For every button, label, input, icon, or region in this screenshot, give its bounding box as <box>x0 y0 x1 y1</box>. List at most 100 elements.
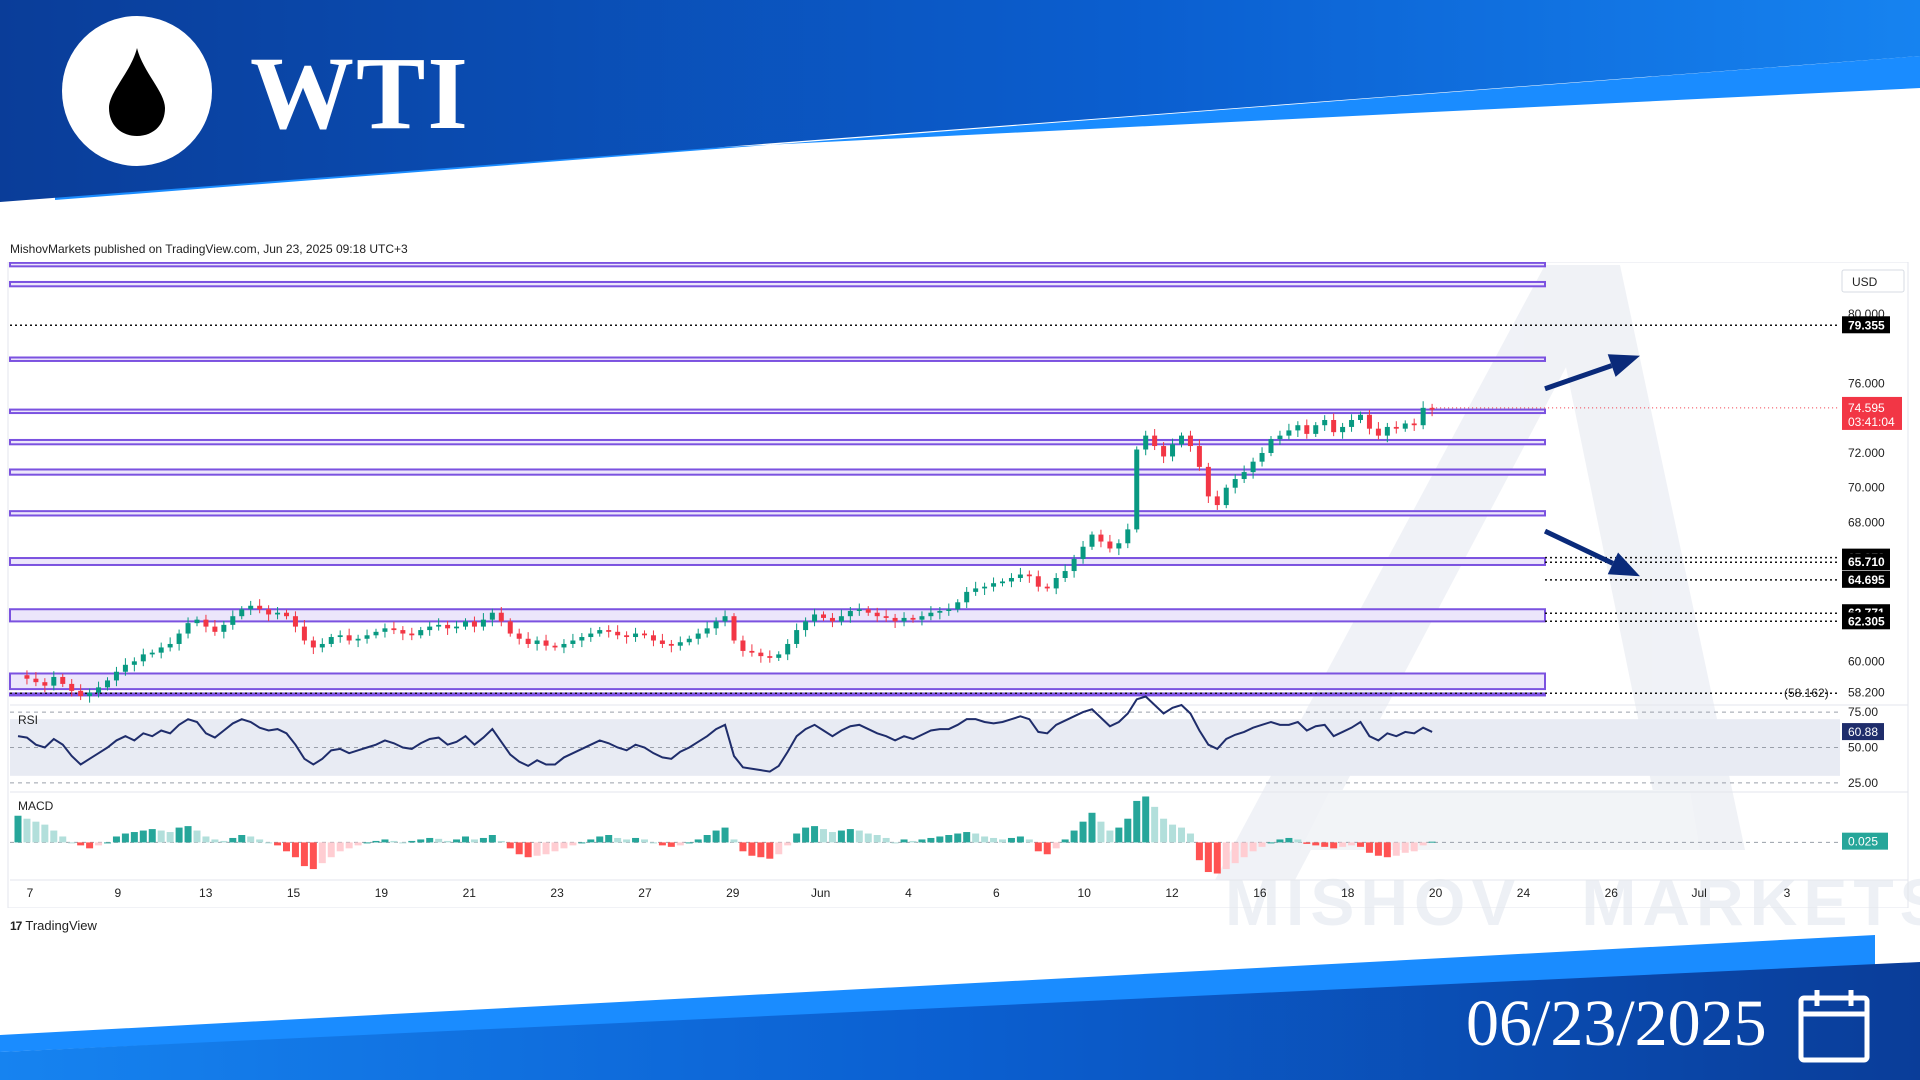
candle <box>785 643 791 655</box>
candle <box>1134 449 1140 530</box>
candle <box>1187 435 1193 447</box>
candle <box>847 610 853 617</box>
macd-bar <box>873 835 881 843</box>
macd-bar <box>641 839 648 843</box>
candle <box>60 676 66 684</box>
candle <box>319 643 325 648</box>
macd-bar <box>363 842 371 844</box>
candle <box>176 633 182 644</box>
candle <box>1304 425 1310 434</box>
candle <box>1286 430 1292 436</box>
candle <box>543 640 549 646</box>
candle <box>42 682 48 686</box>
candle <box>1313 425 1319 434</box>
macd-current-box <box>1842 832 1888 850</box>
time-tick-label: 18 <box>1341 886 1355 900</box>
macd-bar <box>238 835 246 843</box>
candle <box>874 612 880 617</box>
macd-bar <box>569 842 577 846</box>
candle <box>659 640 665 644</box>
time-tick-label: Jun <box>811 886 830 900</box>
zone-2 <box>9 356 1546 362</box>
candle <box>919 616 925 620</box>
time-tick-label: 20 <box>1429 886 1443 900</box>
candle <box>910 617 916 620</box>
macd-bar <box>1357 842 1364 847</box>
zone-0 <box>9 262 1546 268</box>
candle <box>1026 574 1032 577</box>
candle <box>328 637 334 644</box>
macd-bar <box>112 836 120 843</box>
time-tick-label: 23 <box>550 886 564 900</box>
price-chart[interactable]: USD80.00076.00072.00070.00068.00060.0005… <box>0 262 1910 908</box>
candle <box>427 626 433 631</box>
macd-bar <box>793 833 801 843</box>
macd-bar <box>605 835 613 843</box>
candle <box>624 635 630 638</box>
zone-6 <box>9 510 1546 517</box>
candle <box>113 671 119 681</box>
time-tick-label: 6 <box>993 886 1000 900</box>
candle <box>615 631 621 636</box>
candle <box>1125 529 1131 544</box>
candle <box>471 621 477 627</box>
macd-bar <box>748 842 756 856</box>
footer-date: 06/23/2025 <box>1466 987 1767 1060</box>
macd-bar <box>766 842 774 859</box>
candle <box>239 609 245 617</box>
candle <box>391 628 397 631</box>
published-line: MishovMarkets published on TradingView.c… <box>10 242 408 256</box>
oil-drop-icon <box>109 48 165 136</box>
candle <box>87 692 93 697</box>
candle <box>1259 452 1265 462</box>
macd-bar <box>1178 827 1185 843</box>
time-tick-label: 4 <box>905 886 912 900</box>
macd-bar <box>506 842 514 849</box>
candle <box>713 621 719 629</box>
macd-bar <box>336 842 344 852</box>
macd-bar <box>417 839 425 843</box>
candle <box>534 640 540 644</box>
macd-bar <box>41 824 49 843</box>
macd-bar <box>694 839 702 843</box>
macd-bar <box>596 836 604 843</box>
macd-bar <box>1133 800 1141 843</box>
candle <box>1358 414 1363 420</box>
zone-10 <box>9 692 1546 697</box>
time-tick-label: 27 <box>638 886 652 900</box>
macd-bar <box>291 842 299 858</box>
candle <box>382 628 388 632</box>
macd-bar <box>658 842 666 846</box>
macd-bar <box>739 842 747 852</box>
currency-label: USD <box>1852 275 1878 289</box>
candle <box>203 619 209 627</box>
macd-bar <box>1007 837 1015 843</box>
macd-pane: MACD 0.025 <box>10 791 1908 874</box>
macd-bar <box>551 842 559 852</box>
candle <box>964 591 970 603</box>
macd-bar <box>578 842 586 844</box>
macd-bar <box>157 830 165 843</box>
macd-bar <box>139 830 147 843</box>
macd-bar <box>1088 812 1096 843</box>
candle <box>275 612 281 615</box>
time-tick-label: 19 <box>375 886 389 900</box>
macd-current-value: 0.025 <box>1848 835 1878 849</box>
arrow-down-icon <box>1607 552 1640 577</box>
macd-bar <box>837 830 845 843</box>
macd-bar <box>828 832 836 843</box>
rsi-label: RSI <box>18 713 38 727</box>
symbol-title: WTI <box>250 36 470 151</box>
level-label: 64.695 <box>1848 573 1885 587</box>
zone-8 <box>9 608 1546 623</box>
candle <box>257 605 263 610</box>
candle <box>856 609 862 611</box>
rsi-current-value: 60.88 <box>1848 725 1878 739</box>
level-label-box <box>1842 612 1890 630</box>
macd-bar <box>68 842 76 844</box>
macd-bar <box>1204 842 1212 873</box>
macd-bar <box>1348 842 1356 846</box>
macd-bar <box>1383 842 1391 858</box>
macd-bar <box>1401 842 1409 853</box>
macd-bar <box>945 835 953 843</box>
